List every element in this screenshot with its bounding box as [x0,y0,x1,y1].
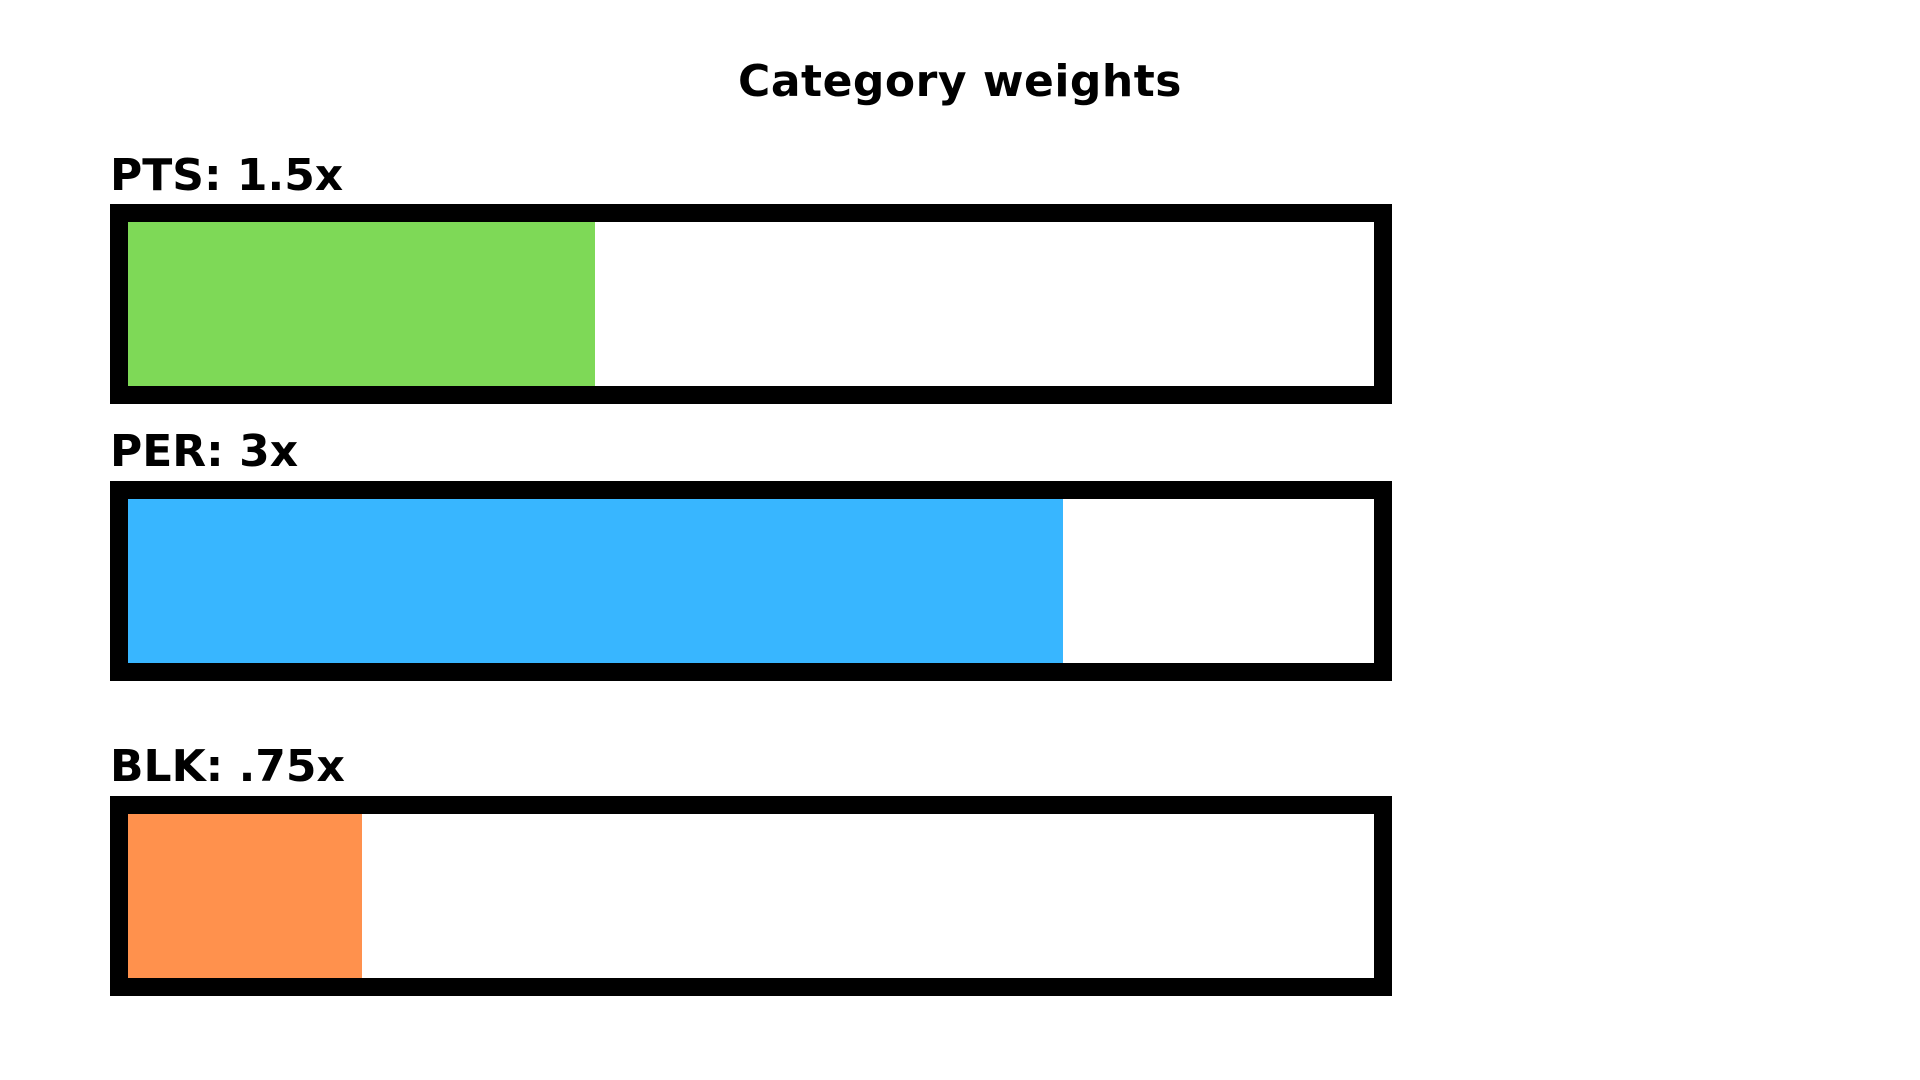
bar-label-per: PER: 3x [110,426,299,477]
bar-fill-blk [128,814,362,978]
bar-fill-per [128,499,1063,663]
chart-title: Category weights [738,56,1182,107]
bar-label-pts: PTS: 1.5x [110,150,344,201]
bar-frame-per [110,481,1392,681]
bar-label-blk: BLK: .75x [110,741,345,792]
bar-fill-pts [128,222,596,386]
bar-frame-pts [110,204,1392,404]
bar-frame-blk [110,796,1392,996]
